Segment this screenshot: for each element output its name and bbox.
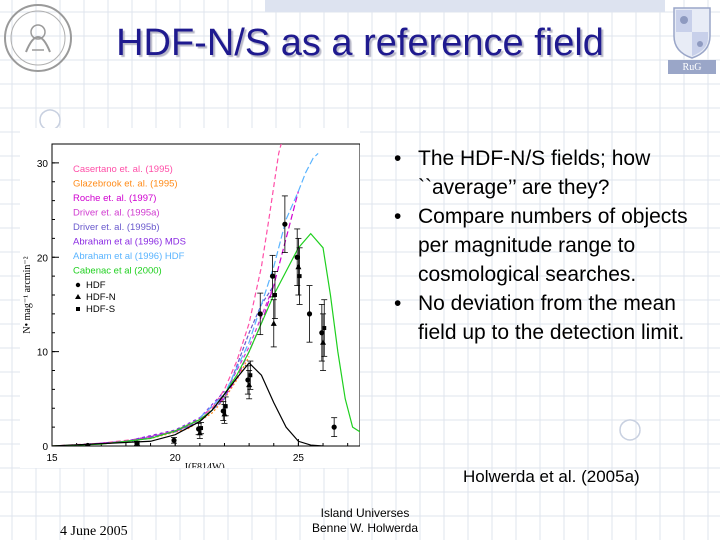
- data-point: [319, 330, 325, 336]
- series-line: [52, 362, 324, 446]
- galaxy-count-chart: 15 20 25 0 10 20 30 I(F814W) N• mag⁻¹ arcmin⁻² Ca…: [20, 128, 360, 468]
- grid-arc: [39, 109, 61, 131]
- series-line: [76, 390, 225, 446]
- data-point: [248, 373, 253, 378]
- figure-background: [20, 128, 360, 468]
- data-point: [171, 437, 177, 443]
- legend-entry: HDF: [86, 280, 106, 291]
- data-point: [294, 254, 300, 260]
- series-line: [199, 153, 319, 419]
- legend-entry: HDF-S: [86, 304, 115, 315]
- footer-author: Benne W. Holwerda: [311, 521, 419, 535]
- x-axis-label: I(F814W): [185, 462, 225, 468]
- university-crest-logo: RuG: [664, 2, 720, 78]
- seal-logo: [4, 4, 72, 72]
- legend-entry: Casertano et. al. (1995): [73, 164, 173, 175]
- data-point: [270, 320, 277, 326]
- legend-entry: Abraham et al (1996) MDS: [73, 237, 186, 248]
- slide-title: HDF-N/S as a reference field: [116, 22, 604, 64]
- data-point: [134, 440, 140, 446]
- legend-marker: [76, 307, 80, 311]
- legend-entry: Driver et. al. (1995b): [73, 222, 160, 233]
- crest-label: RuG: [682, 62, 702, 73]
- data-point: [306, 311, 313, 317]
- legend-entry: Glazebrook et. al. (1995): [73, 179, 178, 190]
- bullet-item: • Compare numbers of objects per magnitud…: [390, 202, 710, 289]
- data-point: [282, 221, 288, 227]
- y-tick-label: 0: [42, 442, 48, 453]
- bullet-list: • The HDF-N/S fields; how ``average’’ are…: [390, 144, 710, 347]
- data-point: [223, 404, 228, 409]
- x-tick-label: 15: [46, 453, 58, 464]
- bullet-dot-icon: •: [394, 147, 402, 170]
- series-line: [125, 285, 275, 442]
- data-point: [297, 274, 302, 279]
- bullet-text: The HDF-N/S fields; how ``average’’ are …: [418, 147, 651, 199]
- legend-entry: Abraham et al (1996) HDF: [73, 251, 185, 262]
- top-decoration-bar: [265, 0, 665, 12]
- series-line: [52, 232, 360, 446]
- data-point: [272, 293, 277, 297]
- data-point: [245, 377, 251, 383]
- x-tick-label: 20: [170, 453, 182, 464]
- data-point: [199, 426, 204, 431]
- legend-entry: Driver et. al. (1995a): [73, 208, 160, 219]
- bullet-item: • The HDF-N/S fields; how ``average’’ are…: [390, 144, 710, 202]
- footer-date: 4 June 2005: [60, 524, 128, 539]
- footer-info: Island Universes Benne W. Holwerda: [300, 506, 430, 536]
- legend-marker: [75, 282, 81, 288]
- plot-area: [52, 144, 360, 446]
- y-tick-label: 30: [37, 159, 49, 170]
- bullet-text: Compare numbers of objects per magnitude…: [418, 205, 688, 286]
- bullet-dot-icon: •: [394, 292, 402, 315]
- footer-conference: Island Universes: [320, 506, 410, 520]
- legend-entry: Roche et. al. (1997): [73, 193, 156, 204]
- data-point: [322, 326, 327, 331]
- y-axis-label: N• mag⁻¹ arcmin⁻²: [22, 256, 33, 333]
- citation: Holwerda et al. (2005a): [463, 467, 640, 486]
- legend-entry: HDF-N: [86, 292, 116, 303]
- data-point: [269, 273, 276, 279]
- bullet-dot-icon: •: [394, 205, 402, 228]
- data-point: [331, 424, 337, 430]
- crest-icon: [668, 7, 716, 74]
- grid-arc: [619, 419, 641, 441]
- bullet-item: • No deviation from the mean field up to …: [390, 289, 710, 347]
- legend-entry: Cabenac et al (2000): [73, 266, 162, 277]
- y-tick-label: 10: [37, 348, 49, 359]
- data-point: [85, 442, 91, 446]
- x-tick-label: 25: [293, 453, 305, 464]
- legend-marker: [75, 294, 81, 299]
- data-point: [257, 311, 263, 317]
- bullet-text: No deviation from the mean field up to t…: [418, 292, 685, 344]
- y-tick-label: 20: [37, 253, 49, 264]
